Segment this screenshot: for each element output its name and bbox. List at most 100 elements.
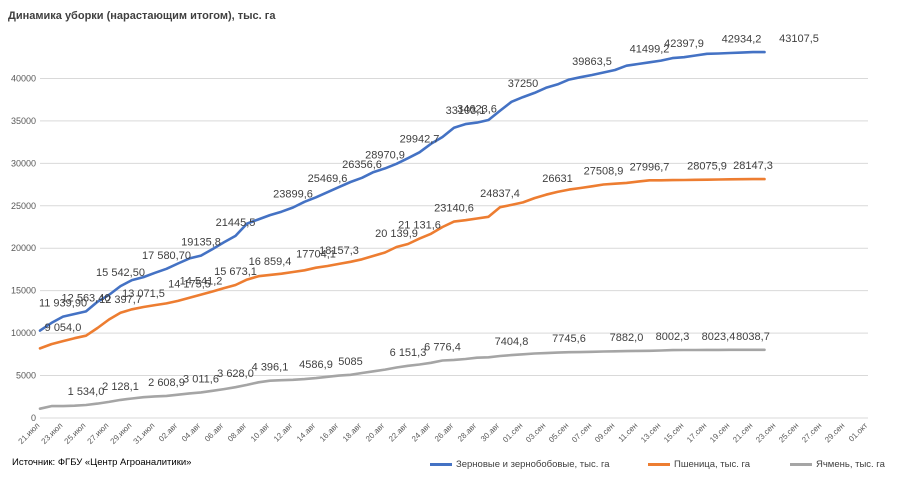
data-label: 13 071,5: [122, 288, 165, 300]
x-tick-label: 11.сен: [616, 421, 639, 444]
y-tick-label: 40000: [11, 73, 36, 83]
y-tick-label: 15000: [11, 286, 36, 296]
data-label: 37250: [508, 78, 539, 90]
data-label: 6 151,3: [390, 347, 427, 359]
data-label: 8002,3: [656, 331, 690, 343]
data-label: 7882,0: [610, 332, 644, 344]
y-tick-label: 30000: [11, 158, 36, 168]
data-label: 17 580,70: [142, 250, 191, 262]
y-tick-label: 20000: [11, 243, 36, 253]
data-label: 39863,5: [572, 56, 612, 68]
data-label: 41499,2: [630, 43, 670, 55]
data-label: 2 608,9: [148, 377, 185, 389]
data-label: 12 563,40: [62, 292, 111, 304]
data-label: 21 131,6: [398, 220, 441, 232]
x-tick-label: 07.сен: [570, 421, 593, 444]
x-tick-label: 29.сен: [823, 421, 846, 444]
data-label: 1 534,0: [68, 386, 105, 398]
data-label: 27508,9: [584, 165, 624, 177]
data-label: 27996,7: [630, 161, 670, 173]
series-line-1: [38, 177, 766, 350]
data-label: 25469,6: [308, 173, 348, 185]
source-note: Источник: ФГБУ «Центр Агроаналитики»: [12, 457, 192, 468]
x-tick-label: 03.сен: [524, 421, 547, 444]
x-tick-label: 12.авг: [272, 421, 295, 444]
x-tick-label: 22.авг: [387, 421, 410, 444]
x-tick-label: 19.сен: [708, 421, 731, 444]
x-tick-label: 17.сен: [685, 421, 708, 444]
data-label: 3 011,6: [183, 373, 219, 385]
data-label: 6 776,4: [424, 341, 461, 353]
data-label: 42397,9: [664, 38, 704, 50]
data-label: 16 859,4: [249, 256, 292, 268]
x-tick-label: 08.авг: [226, 421, 249, 444]
data-label: 3 628,0: [217, 368, 254, 380]
data-label: 12 397,7: [99, 294, 142, 306]
data-label: 4 396,1: [252, 362, 289, 374]
x-tick-label: 21.сен: [731, 421, 754, 444]
x-tick-label: 16.авг: [318, 421, 341, 444]
x-tick-label: 27.сен: [800, 421, 823, 444]
data-label: 17704,1: [296, 249, 336, 261]
series-line-0: [38, 50, 766, 332]
x-tick-label: 23.июл: [40, 421, 65, 446]
data-label: 8023,4: [702, 331, 736, 343]
legend-item-barley: Ячмень, тыс. га: [790, 459, 885, 470]
data-label: 21445,5: [216, 217, 256, 229]
data-label: 18157,3: [319, 245, 359, 257]
legend-label-barley: Ячмень, тыс. га: [816, 459, 885, 470]
x-tick-label: 01.окт: [847, 421, 870, 444]
x-tick-label: 14.авг: [295, 421, 318, 444]
data-label: 7745,6: [552, 333, 586, 345]
x-tick-label: 30.авг: [479, 421, 502, 444]
x-tick-label: 09.сен: [593, 421, 616, 444]
series-line-2: [38, 348, 766, 411]
y-tick-label: 5000: [16, 371, 36, 381]
data-label: 5085: [338, 356, 362, 368]
data-label: 29942,7: [400, 133, 440, 145]
legend-swatch-barley: [790, 463, 812, 466]
y-tick-label: 0: [31, 413, 36, 423]
legend-swatch-wheat: [648, 463, 670, 466]
x-tick-label: 31.июл: [132, 421, 157, 446]
data-label: 15 673,1: [214, 266, 257, 278]
data-label: 34623,6: [457, 104, 497, 116]
legend-item-wheat: Пшеница, тыс. га: [648, 459, 750, 470]
x-tick-label: 26.авг: [433, 421, 456, 444]
legend-swatch-grain: [430, 463, 452, 466]
data-label: 24837,4: [480, 188, 520, 200]
data-label: 11 939,90: [39, 298, 87, 310]
legend: Зерновые и зернобобовые, тыс. га Пшеница…: [0, 459, 900, 473]
data-label: 7404,8: [495, 336, 529, 348]
data-label: 23140,6: [434, 203, 474, 215]
x-tick-label: 21.июл: [17, 421, 42, 446]
data-label: 8038,7: [736, 331, 770, 343]
data-label: 33103,1: [446, 105, 486, 117]
x-tick-label: 25.июл: [63, 421, 88, 446]
data-label: 4586,9: [299, 359, 333, 371]
legend-item-grain: Зерновые и зернобобовые, тыс. га: [430, 459, 610, 470]
legend-label-grain: Зерновые и зернобобовые, тыс. га: [456, 459, 610, 470]
x-tick-label: 05.сен: [547, 421, 570, 444]
data-label: 19135,8: [181, 237, 221, 249]
x-tick-label: 04.авг: [180, 421, 203, 444]
x-tick-label: 23.сен: [754, 421, 777, 444]
data-label: 26631: [542, 173, 573, 185]
x-tick-label: 15.сен: [662, 421, 685, 444]
x-tick-label: 28.авг: [456, 421, 479, 444]
data-label: 43107,5: [779, 33, 819, 45]
data-label: 26356,6: [342, 159, 382, 171]
x-tick-label: 02.авг: [157, 421, 180, 444]
x-tick-label: 29.июл: [109, 421, 134, 446]
x-tick-label: 25.сен: [777, 421, 800, 444]
legend-label-wheat: Пшеница, тыс. га: [674, 459, 751, 470]
x-tick-label: 10.авг: [249, 421, 272, 444]
x-tick-label: 24.авг: [410, 421, 433, 444]
y-tick-label: 10000: [11, 328, 36, 338]
data-label: 23899,6: [273, 188, 313, 200]
data-label: 9 054,0: [45, 322, 82, 334]
y-tick-label: 25000: [11, 201, 36, 211]
x-tick-label: 06.авг: [203, 421, 226, 444]
data-label: 14 175,5: [168, 279, 211, 291]
